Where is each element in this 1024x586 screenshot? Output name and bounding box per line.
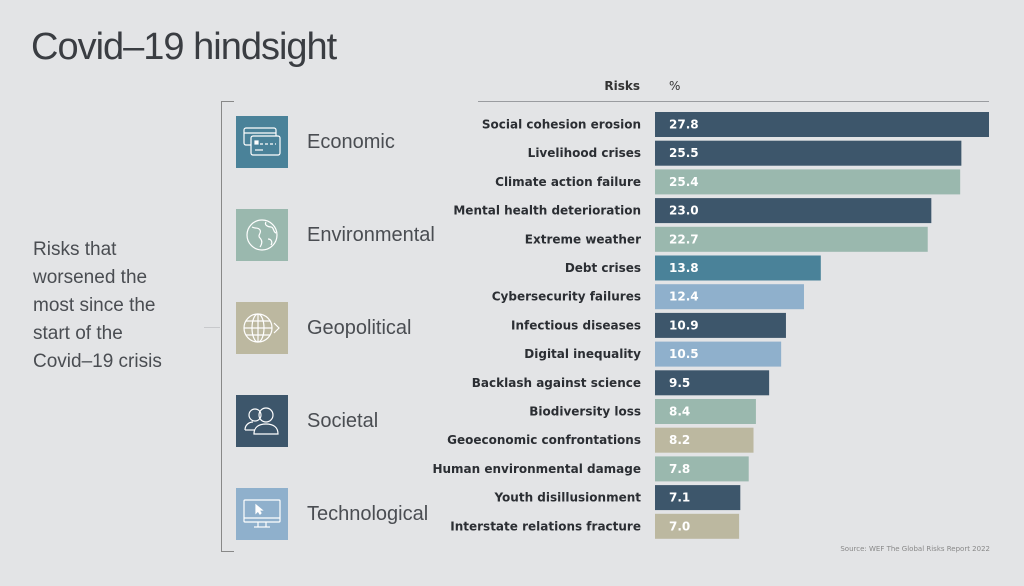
chart-subtitle: Risks that worsened the most since the s… <box>33 239 162 372</box>
bar <box>655 485 741 511</box>
column-header-risks: Risks <box>604 79 640 93</box>
column-header-percent: % <box>669 79 681 93</box>
bar-category-label: Climate action failure <box>495 175 641 189</box>
bar <box>655 312 786 338</box>
legend-label: Technological <box>307 502 429 525</box>
globe-icon <box>236 209 288 261</box>
people-icon <box>236 395 288 447</box>
bar-value-label: 7.1 <box>669 491 690 505</box>
legend-economic: Economic <box>236 116 395 168</box>
bar-category-label: Cybersecurity failures <box>492 290 641 304</box>
bar-value-label: 7.8 <box>669 462 690 476</box>
bar-value-label: 23.0 <box>669 204 699 218</box>
bar <box>655 370 770 396</box>
bar <box>655 169 961 195</box>
bar-category-label: Extreme weather <box>525 232 641 246</box>
legend-label: Societal <box>307 409 379 432</box>
bar-category-label: Youth disillusionment <box>493 491 641 505</box>
bar-category-label: Human environmental damage <box>432 462 641 476</box>
bar-value-label: 8.4 <box>669 405 690 419</box>
bar <box>655 456 749 482</box>
bar-value-label: 27.8 <box>669 118 699 132</box>
bar-value-label: 9.5 <box>669 376 690 390</box>
bar-category-label: Social cohesion erosion <box>482 118 641 132</box>
bar <box>655 427 754 453</box>
credit-card-icon <box>236 116 288 168</box>
bar <box>655 112 989 137</box>
category-bracket <box>221 101 234 552</box>
source-note: Source: WEF The Global Risks Report 2022 <box>840 545 990 553</box>
bar <box>655 399 756 424</box>
bar-category-label: Geoeconomic confrontations <box>447 433 641 447</box>
bar <box>655 226 928 252</box>
legend-label: Geopolitical <box>307 316 412 339</box>
monitor-cursor-icon <box>236 488 288 540</box>
legend-environmental: Environmental <box>236 209 435 261</box>
bar-value-label: 13.8 <box>669 261 699 275</box>
bar-category-label: Biodiversity loss <box>529 405 641 419</box>
legend-technological: Technological <box>236 488 428 540</box>
globe-arrow-icon <box>236 302 288 354</box>
bar-category-label: Digital inequality <box>524 347 641 361</box>
legend-geopolitical: Geopolitical <box>236 302 412 354</box>
bar-category-label: Backlash against science <box>472 376 641 390</box>
bar-category-label: Debt crises <box>565 261 641 275</box>
bar-value-label: 7.0 <box>669 519 690 533</box>
page-title: Covid–19 hindsight <box>31 26 337 68</box>
bar <box>655 513 740 539</box>
bar <box>655 198 932 224</box>
bar-category-label: Infectious diseases <box>511 318 641 332</box>
header-rule <box>478 101 989 102</box>
legend-societal: Societal <box>236 395 378 447</box>
bar-category-label: Mental health deterioration <box>453 204 641 218</box>
legend-label: Environmental <box>307 223 435 246</box>
bar-category-label: Livelihood crises <box>528 146 641 160</box>
bar-value-label: 12.4 <box>669 290 699 304</box>
bar-value-label: 22.7 <box>669 232 699 246</box>
bar <box>655 140 962 166</box>
bar <box>655 255 821 281</box>
bar-value-label: 8.2 <box>669 433 690 447</box>
bar-value-label: 10.5 <box>669 347 699 361</box>
bar-value-label: 10.9 <box>669 318 699 332</box>
bar-category-label: Interstate relations fracture <box>450 519 641 533</box>
legend-label: Economic <box>307 130 395 153</box>
bar-value-label: 25.5 <box>669 146 699 160</box>
bar <box>655 284 804 310</box>
bar <box>655 341 782 367</box>
bar-value-label: 25.4 <box>669 175 699 189</box>
connector-line <box>204 327 220 328</box>
